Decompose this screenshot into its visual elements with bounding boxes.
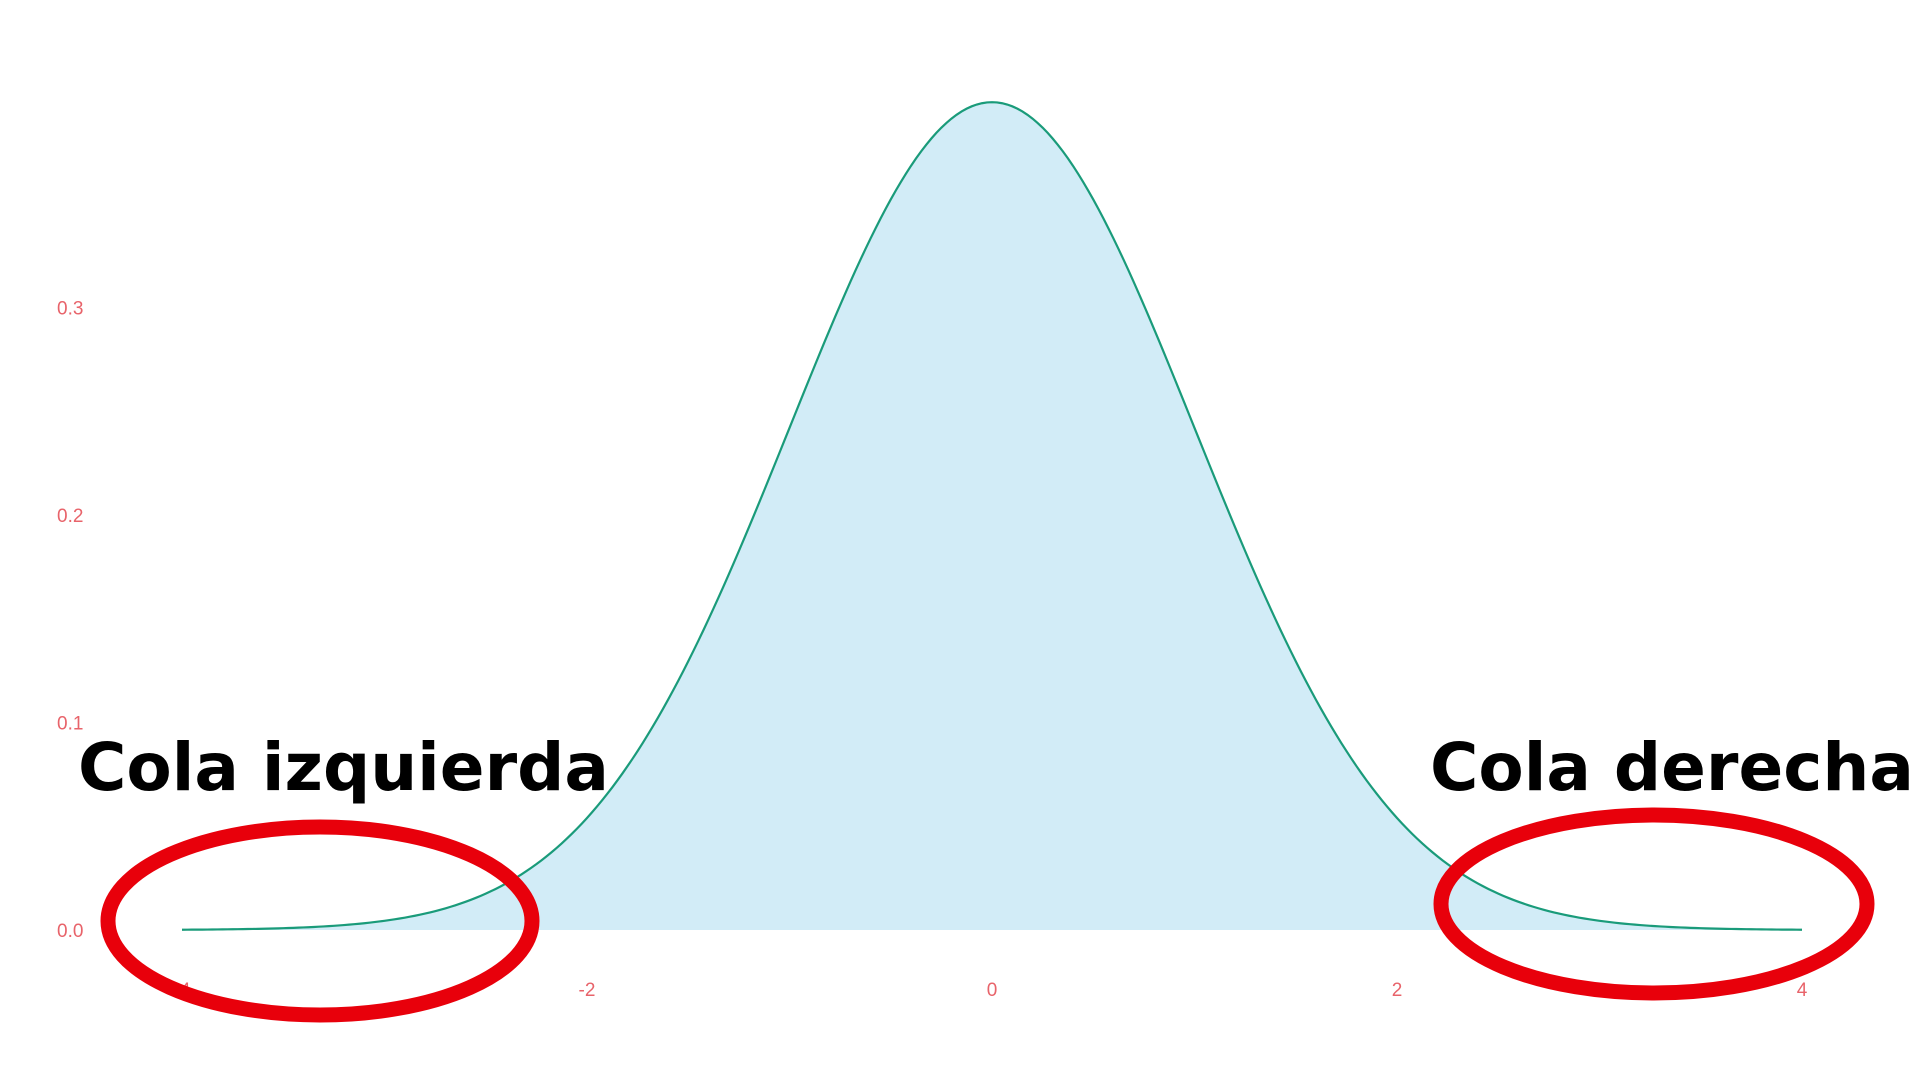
left-tail-highlight-ellipse: [100, 819, 540, 1023]
plot-area: [181, 101, 1803, 931]
right-tail-label: Cola derecha: [1430, 729, 1914, 806]
y-axis-ticks: 0.0 0.1 0.2 0.3: [57, 299, 83, 943]
y-tick-label: 0.3: [57, 299, 83, 320]
density-area-fill: [182, 102, 1802, 930]
y-tick-label: 0.0: [57, 921, 83, 942]
y-tick-label: 0.1: [57, 714, 83, 735]
density-curve-line: [181, 101, 1803, 931]
x-tick-label: 2: [1392, 980, 1403, 1001]
right-tail-highlight-ellipse: [1433, 807, 1875, 1001]
x-tick-label: 0: [987, 980, 998, 1001]
left-tail-label: Cola izquierda: [78, 729, 609, 806]
tail-annotations: Cola izquierda Cola derecha: [78, 729, 1914, 1023]
x-tick-label: 4: [1797, 980, 1808, 1001]
x-tick-label: -2: [579, 980, 596, 1001]
y-tick-label: 0.2: [57, 506, 83, 527]
